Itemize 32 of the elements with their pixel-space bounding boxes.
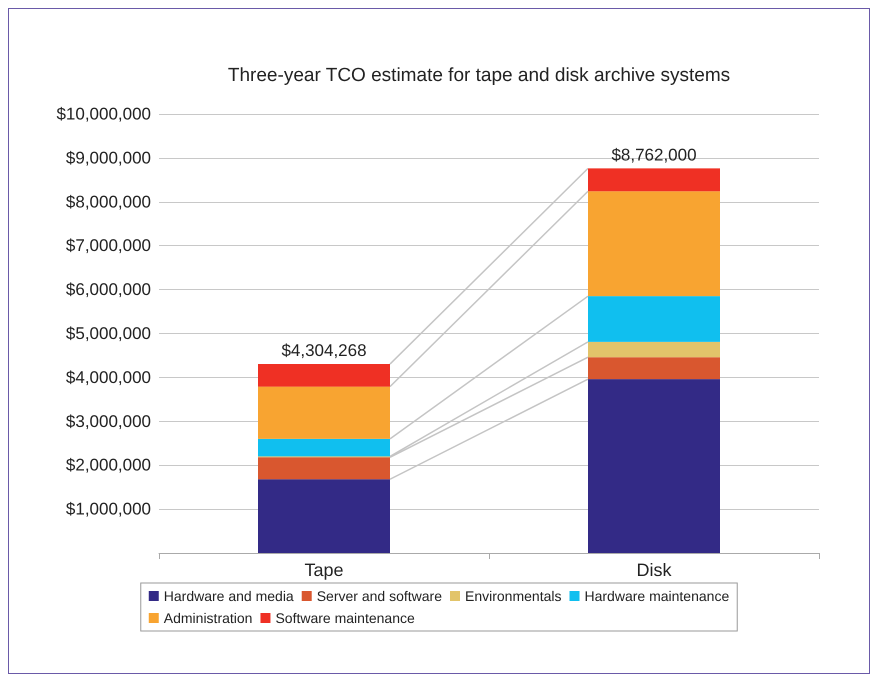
chart-title: Three-year TCO estimate for tape and disk archive systems: [228, 65, 730, 86]
y-tick-label: $2,000,000: [66, 456, 151, 475]
legend-label: Administration: [164, 610, 252, 626]
bar: [588, 191, 720, 296]
bar: [588, 357, 720, 380]
bar: [258, 364, 390, 387]
y-tick-label: $9,000,000: [66, 148, 151, 168]
y-tick-label: $5,000,000: [66, 324, 151, 343]
total-label: $4,304,268: [281, 341, 367, 360]
bar: [258, 386, 390, 439]
legend-label: Hardware maintenance: [584, 588, 730, 604]
legend-label: Server and software: [316, 588, 442, 604]
legend-label: Hardware and media: [164, 588, 294, 604]
y-tick-label: $7,000,000: [66, 236, 151, 256]
bar: [258, 457, 390, 480]
bar: [588, 168, 720, 192]
y-tick-label: $8,000,000: [66, 192, 151, 212]
bar: [588, 342, 720, 358]
y-tick-label: $10,000,000: [56, 104, 151, 124]
legend-label: Software maintenance: [275, 610, 415, 626]
bar: [588, 379, 720, 553]
bar: [258, 479, 390, 553]
x-tick-label: Disk: [636, 560, 672, 580]
bar: [588, 296, 720, 342]
total-label: $8,762,000: [611, 145, 697, 164]
y-tick-label: $3,000,000: [66, 412, 151, 431]
y-tick-label: $6,000,000: [66, 280, 151, 300]
y-tick-label: $4,000,000: [66, 368, 151, 387]
x-tick-label: Tape: [304, 560, 344, 580]
y-tick-label: $1,000,000: [66, 500, 151, 519]
legend-label: Environmentals: [465, 588, 562, 604]
bar: [258, 438, 390, 456]
